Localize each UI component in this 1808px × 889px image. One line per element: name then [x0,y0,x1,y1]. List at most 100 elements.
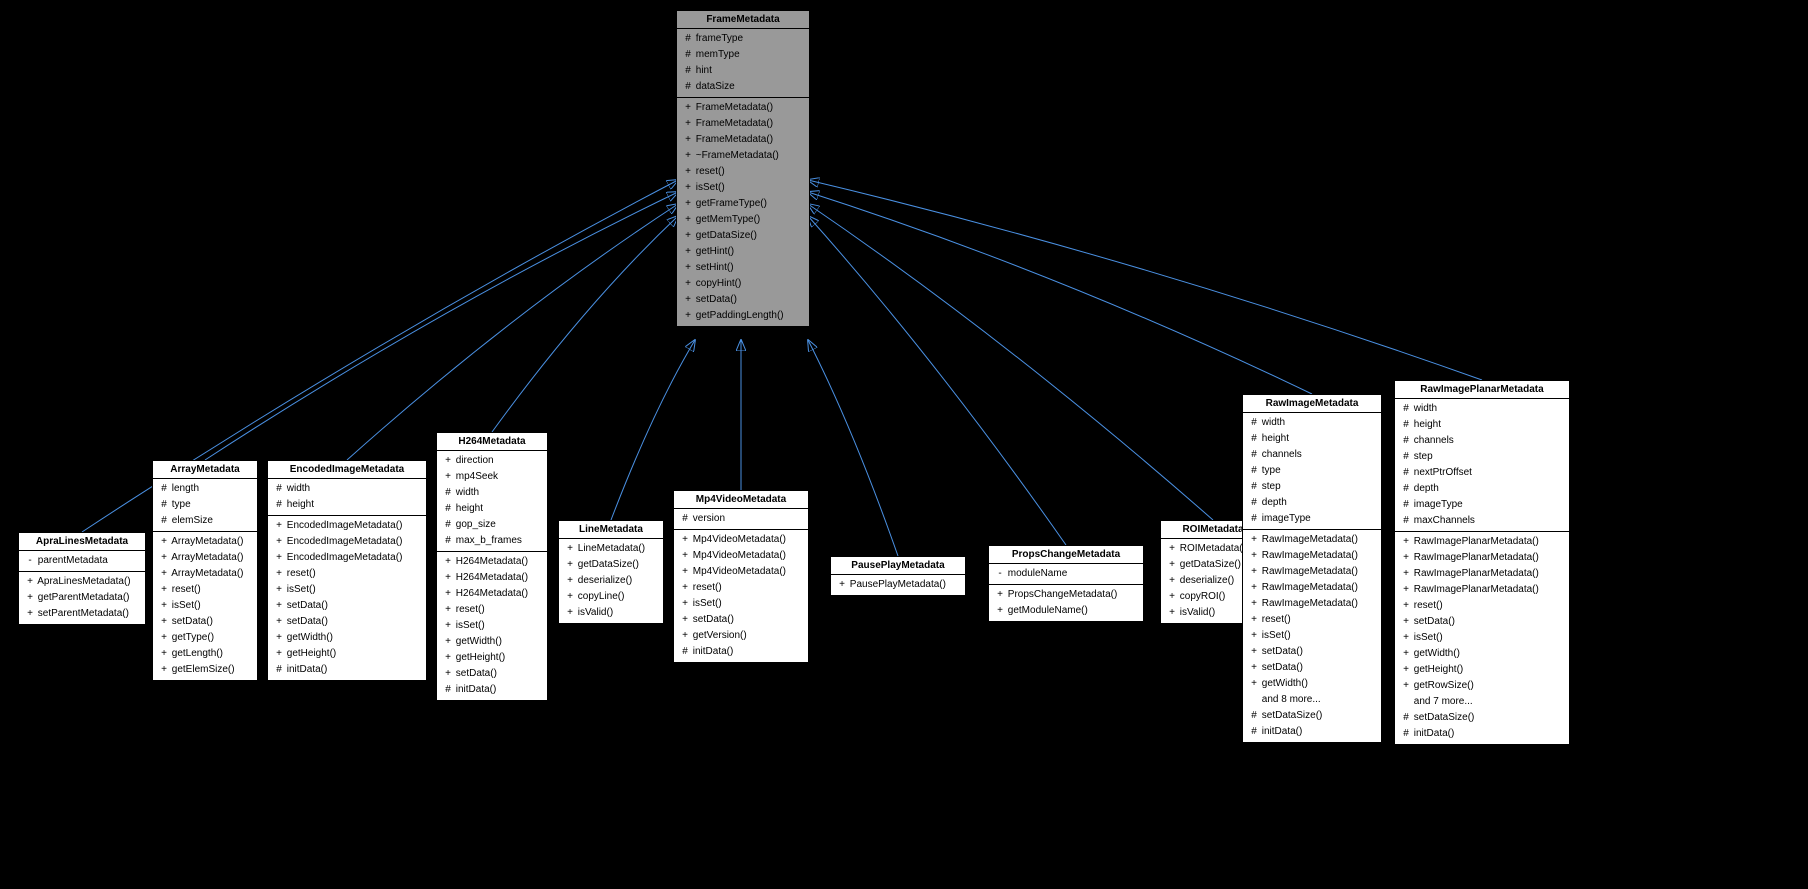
method: + FrameMetadata() [681,100,805,116]
method: + Mp4VideoMetadata() [678,532,804,548]
attrs-section: - moduleName [989,564,1143,585]
method: + FrameMetadata() [681,132,805,148]
method: + getWidth() [441,634,543,650]
method: + isValid() [563,605,659,621]
class-PausePlayMetadata[interactable]: PausePlayMetadata+ PausePlayMetadata() [830,556,966,596]
method: + copyHint() [681,276,805,292]
method: + RawImagePlanarMetadata() [1399,582,1565,598]
method: + H264Metadata() [441,554,543,570]
attr: # height [1399,417,1565,433]
method: + ArrayMetadata() [157,550,253,566]
method: + setData() [441,666,543,682]
attr: # imageType [1399,497,1565,513]
method: + ~FrameMetadata() [681,148,805,164]
inheritance-arrow [808,204,1213,520]
methods-section: + ArrayMetadata()+ ArrayMetadata()+ Arra… [153,532,257,680]
method: + isSet() [157,598,253,614]
attr: # imageType [1247,511,1377,527]
method: + Mp4VideoMetadata() [678,564,804,580]
method: + Mp4VideoMetadata() [678,548,804,564]
attrs-section: + direction+ mp4Seek# width# height# gop… [437,451,547,552]
method: + getMemType() [681,212,805,228]
attr: # hint [681,63,805,79]
class-H264Metadata[interactable]: H264Metadata+ direction+ mp4Seek# width#… [436,432,548,701]
attr: + mp4Seek [441,469,543,485]
class-title: ArrayMetadata [153,461,257,479]
class-LineMetadata[interactable]: LineMetadata+ LineMetadata()+ getDataSiz… [558,520,664,624]
class-PropsChangeMetadata[interactable]: PropsChangeMetadata- moduleName+ PropsCh… [988,545,1144,622]
method: + getVersion() [678,628,804,644]
method: + isSet() [678,596,804,612]
method: and 7 more... [1399,694,1565,710]
method: + getDataSize() [563,557,659,573]
method: + getHint() [681,244,805,260]
method: + reset() [1399,598,1565,614]
method: + getFrameType() [681,196,805,212]
method: + PropsChangeMetadata() [993,587,1139,603]
attr: - parentMetadata [23,553,141,569]
method: + getHeight() [272,646,422,662]
methods-section: + ApraLinesMetadata()+ getParentMetadata… [19,572,145,624]
methods-section: + Mp4VideoMetadata()+ Mp4VideoMetadata()… [674,530,808,662]
attr: # maxChannels [1399,513,1565,529]
methods-section: + RawImageMetadata()+ RawImageMetadata()… [1243,530,1381,742]
inheritance-arrow [808,340,898,556]
method: + reset() [678,580,804,596]
attr: # step [1399,449,1565,465]
class-title: RawImagePlanarMetadata [1395,381,1569,399]
class-EncodedImageMetadata[interactable]: EncodedImageMetadata# width# height+ Enc… [267,460,427,681]
method: + RawImagePlanarMetadata() [1399,550,1565,566]
class-FrameMetadata[interactable]: FrameMetadata# frameType# memType# hint#… [676,10,810,327]
methods-section: + FrameMetadata()+ FrameMetadata()+ Fram… [677,98,809,326]
class-title: LineMetadata [559,521,663,539]
method: + isSet() [441,618,543,634]
method: + getWidth() [272,630,422,646]
class-title: FrameMetadata [677,11,809,29]
method: # initData() [678,644,804,660]
attr: # depth [1247,495,1377,511]
attrs-section: # frameType# memType# hint# dataSize [677,29,809,98]
method: + setData() [1399,614,1565,630]
attr: # height [1247,431,1377,447]
method: + isSet() [272,582,422,598]
class-ArrayMetadata[interactable]: ArrayMetadata# length# type# elemSize+ A… [152,460,258,681]
method: # initData() [441,682,543,698]
class-Mp4VideoMetadata[interactable]: Mp4VideoMetadata# version+ Mp4VideoMetad… [673,490,809,663]
method: + PausePlayMetadata() [835,577,961,593]
method: + setData() [272,614,422,630]
attr: # dataSize [681,79,805,95]
method: + setData() [272,598,422,614]
attr: # width [1399,401,1565,417]
methods-section: + LineMetadata()+ getDataSize()+ deseria… [559,539,663,623]
method: + H264Metadata() [441,570,543,586]
method: + RawImageMetadata() [1247,596,1377,612]
attr: # channels [1247,447,1377,463]
method: + isSet() [681,180,805,196]
class-RawImageMetadata[interactable]: RawImageMetadata# width# height# channel… [1242,394,1382,743]
method: + LineMetadata() [563,541,659,557]
method: + getParentMetadata() [23,590,141,606]
attr: - moduleName [993,566,1139,582]
method: + getLength() [157,646,253,662]
class-ApraLinesMetadata[interactable]: ApraLinesMetadata- parentMetadata+ ApraL… [18,532,146,625]
attr: # height [272,497,422,513]
inheritance-arrow [808,180,1482,380]
method: + EncodedImageMetadata() [272,518,422,534]
attrs-section: - parentMetadata [19,551,145,572]
method: + setData() [681,292,805,308]
method: + getRowSize() [1399,678,1565,694]
attr: # depth [1399,481,1565,497]
attr: # frameType [681,31,805,47]
attr: # step [1247,479,1377,495]
methods-section: + EncodedImageMetadata()+ EncodedImageMe… [268,516,426,680]
inheritance-arrow [492,216,678,432]
attrs-section: # width# height# channels# step# nextPtr… [1395,399,1569,532]
attrs-section: # version [674,509,808,530]
class-RawImagePlanarMetadata[interactable]: RawImagePlanarMetadata# width# height# c… [1394,380,1570,745]
method: + isSet() [1399,630,1565,646]
method: + RawImageMetadata() [1247,548,1377,564]
class-title: Mp4VideoMetadata [674,491,808,509]
methods-section: + PausePlayMetadata() [831,575,965,595]
method: + RawImageMetadata() [1247,580,1377,596]
method: + reset() [441,602,543,618]
